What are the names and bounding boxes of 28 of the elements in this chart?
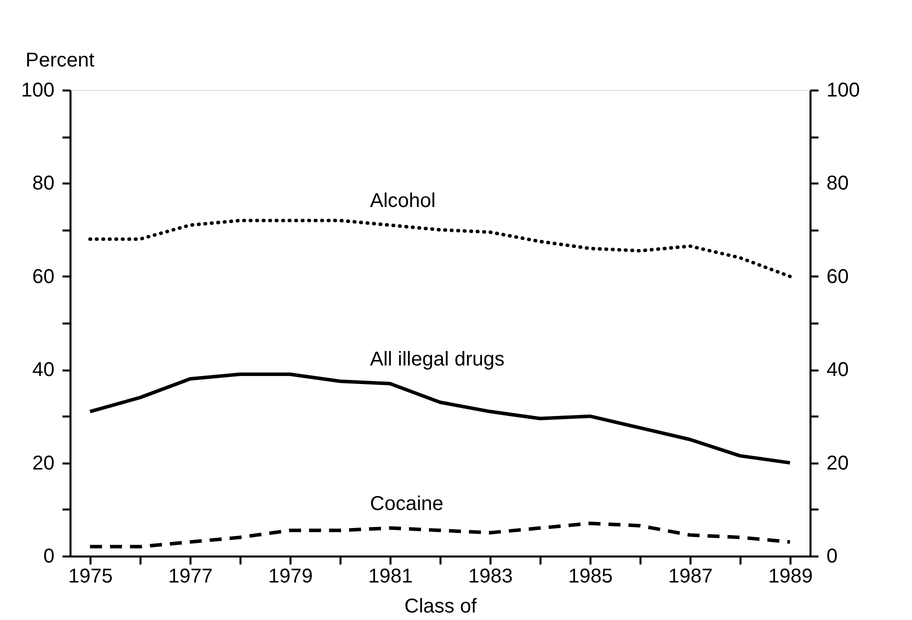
x-tick-label: 1977 bbox=[168, 566, 213, 588]
y2-tick-label: 100 bbox=[826, 80, 860, 102]
x-tick-label: 1989 bbox=[768, 566, 813, 588]
line-series bbox=[88, 522, 792, 548]
y2-tick-label: 80 bbox=[826, 172, 849, 195]
y-tick-label: 0 bbox=[43, 546, 54, 568]
y-tick-label: 80 bbox=[32, 172, 54, 195]
y2-tick-label: 0 bbox=[826, 546, 838, 568]
y2-tick-label: 40 bbox=[826, 359, 849, 382]
x-tick-label: 1981 bbox=[368, 566, 413, 588]
series-label: All illegal drugs bbox=[370, 348, 505, 371]
x-tick-label: 1987 bbox=[668, 566, 713, 588]
x-tick-label: 1983 bbox=[468, 566, 513, 588]
series-label: Cocaine bbox=[370, 493, 444, 516]
line-series bbox=[88, 372, 792, 465]
y-tick-label: 60 bbox=[32, 266, 54, 288]
y-tick-label: 100 bbox=[21, 80, 54, 102]
y2-tick-label: 60 bbox=[826, 266, 849, 288]
y-tick-label: 40 bbox=[32, 359, 54, 382]
x-tick-label: 1985 bbox=[568, 566, 613, 588]
x-tick-label: 1979 bbox=[268, 566, 313, 588]
line-series bbox=[88, 218, 792, 278]
y2-tick-label: 20 bbox=[826, 452, 849, 474]
series-label: Alcohol bbox=[370, 190, 436, 212]
y-tick-label: 20 bbox=[32, 452, 54, 474]
x-axis-title: Class of bbox=[404, 596, 478, 618]
x-tick-label: 1975 bbox=[68, 566, 113, 588]
y-axis-title: Percent bbox=[26, 50, 95, 72]
